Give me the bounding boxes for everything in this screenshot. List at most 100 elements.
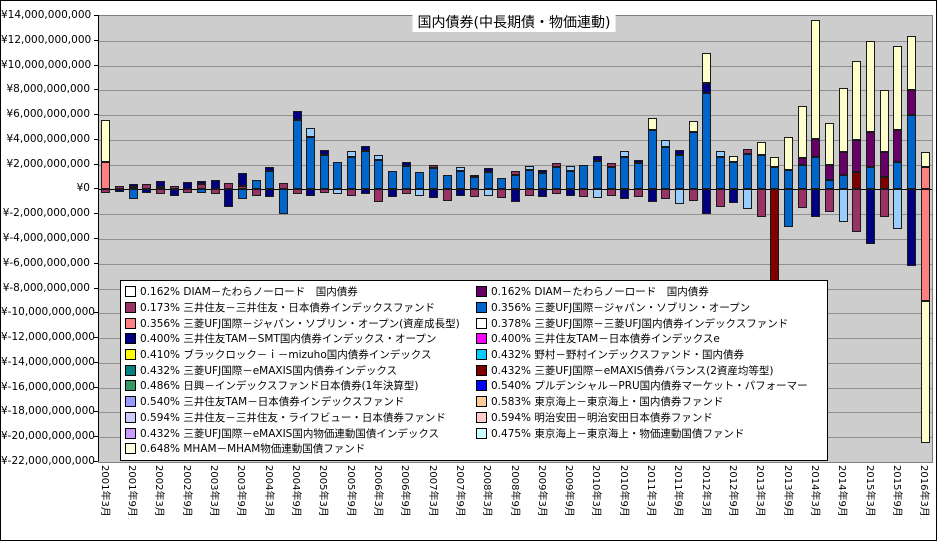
y-axis-label: ¥-22,000,000,000 [1,455,95,467]
bar-segment [483,189,493,196]
y-axis-tick [94,312,98,314]
x-axis-label: 2003年9月 [235,465,247,517]
bar-segment [743,148,753,154]
bar-segment [770,167,780,190]
bar-segment [920,152,930,168]
bar-segment [524,165,534,170]
bar-segment [743,189,753,210]
legend-swatch [476,427,487,439]
bar-segment [893,189,903,230]
bar-segment [907,90,917,116]
legend-swatch [476,396,487,408]
legend-label: 0.540% 三井住友TAM－日本債券インデックスファンド [140,396,405,409]
bar-segment [265,167,275,171]
bar-segment [374,189,384,202]
bar-segment [866,40,876,133]
x-axis-label: 2016年3月 [918,465,930,517]
legend-label: 0.594% 明治安田－明治安田日本債券ファンド [491,411,713,424]
legend-label: 0.356% 三菱UFJ国際－ジャパン・ソブリン・オープン(資産成長型) [140,317,460,330]
bar-segment [497,189,507,199]
legend-label: 0.400% 三井住友TAM－SMT国内債券インデックス・オープン [140,333,437,346]
bar-segment [210,189,220,195]
bar-segment [155,186,165,190]
y-axis-tick [94,238,98,239]
y-axis-label: ¥-2,000,000,000 [2,207,90,220]
bar-segment [565,165,575,171]
bar-segment [647,189,657,202]
y-axis-tick [94,64,98,66]
gridline [99,239,932,240]
bar-segment [278,183,288,190]
bar-segment [169,185,179,190]
bar-segment [128,189,138,200]
legend-label: 0.173% 三井住友－三井住友・日本債券インデックスファンド [140,302,436,315]
bar-segment [142,189,152,194]
y-axis-label: ¥-8,000,000,000 [2,281,90,294]
bar-segment [811,19,821,139]
bar-segment [265,189,275,197]
x-axis-label: 2015年9月 [890,465,902,517]
bar-segment [538,189,548,197]
bar-segment [647,117,657,130]
bar-segment [456,189,466,196]
bar-segment [237,185,247,190]
bar-segment [920,189,930,301]
bar-segment [633,159,643,164]
bar-segment [196,184,206,190]
bar-segment [907,115,917,190]
x-axis-label: 2001年3月 [98,465,110,517]
bar-segment [907,189,917,267]
x-axis-label: 2012年9月 [726,465,738,517]
y-axis-label: ¥-6,000,000,000 [2,256,90,269]
y-axis-label: ¥-14,000,000,000 [1,355,95,368]
legend-swatch [476,317,487,329]
bar-segment [866,189,876,244]
bar-segment [688,132,698,190]
bar-segment [442,174,452,190]
bar-segment [825,179,835,190]
bar-segment [538,173,548,190]
bar-segment [606,163,616,168]
x-axis-label: 2013年3月 [754,465,766,517]
bar-segment [606,189,616,196]
y-axis-label: ¥-16,000,000,000 [1,380,95,393]
bar-segment [524,169,534,190]
x-axis-label: 2002年3月 [153,465,165,517]
y-axis-label: ¥-10,000,000,000 [1,306,95,319]
bar-segment [852,60,862,140]
bar-segment [702,189,712,215]
bar-segment [797,106,807,159]
bar-segment [797,164,807,190]
x-axis-label: 2008年3月 [481,465,493,517]
bar-segment [142,184,152,190]
bar-segment [114,185,124,190]
legend-item: 0.173% 三井住友－三井住友・日本債券インデックスファンド [125,300,472,316]
bar-segment [688,189,698,201]
legend-label: 0.162% DIAM－たわらノーロード 国内債券 [140,286,358,299]
bar-segment [852,189,862,232]
bar-segment [483,168,493,173]
x-axis-label: 2005年3月 [317,465,329,517]
bar-segment [743,153,753,190]
bar-segment [825,122,835,165]
bar-segment [128,186,138,190]
bar-segment [483,172,493,190]
bar-segment [401,165,411,190]
bar-segment [292,111,302,121]
x-axis-label: 2006年9月 [399,465,411,517]
legend-label: 0.432% 三菱UFJ国際－eMAXIS債券バランス(2資産均等型) [491,364,774,377]
bar-segment [688,121,698,133]
bar-segment [333,162,343,190]
bar-segment [319,154,329,190]
legend-item: 0.432% 野村－野村インデックスファンド・国内債券 [476,347,823,363]
bar-segment [524,189,534,196]
legend-swatch [476,286,487,298]
bar-segment [702,53,712,83]
bar-segment [674,149,684,155]
x-axis-label: 2013年9月 [781,465,793,517]
bar-segment [319,189,329,194]
x-axis-label: 2007年9月 [453,465,465,517]
bar-segment [620,157,630,190]
x-axis-label: 2011年3月 [645,465,657,517]
bar-segment [811,157,821,190]
